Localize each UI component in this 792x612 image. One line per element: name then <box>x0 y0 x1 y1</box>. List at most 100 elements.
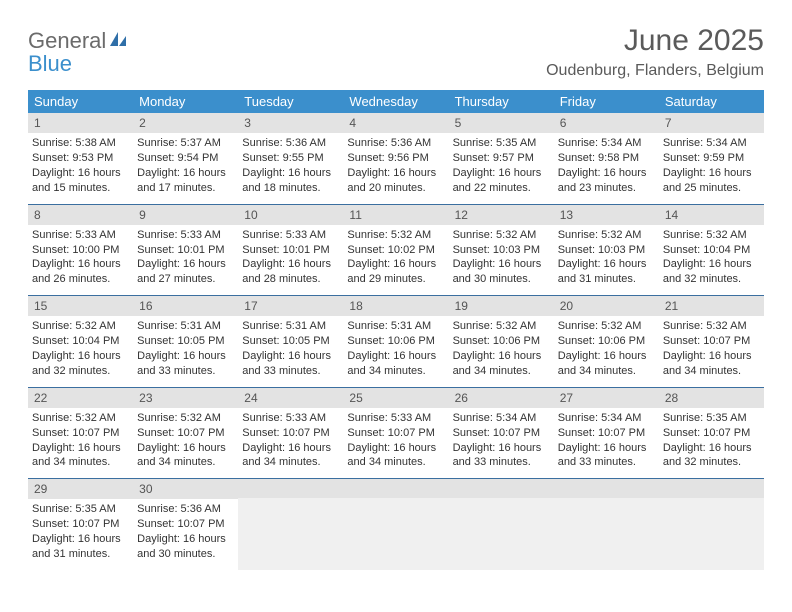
day-line-d1: Daylight: 16 hours <box>347 441 444 456</box>
day-cell: 13Sunrise: 5:32 AMSunset: 10:03 PMDaylig… <box>554 205 659 296</box>
day-line-ss: Sunset: 10:06 PM <box>453 334 550 349</box>
day-line-ss: Sunset: 9:58 PM <box>558 151 655 166</box>
day-cell: 16Sunrise: 5:31 AMSunset: 10:05 PMDaylig… <box>133 296 238 387</box>
dow-cell: Sunday <box>28 90 133 113</box>
day-line-d2: and 20 minutes. <box>347 181 444 196</box>
day-body: Sunrise: 5:35 AMSunset: 9:57 PMDaylight:… <box>449 133 554 203</box>
day-line-ss: Sunset: 10:03 PM <box>558 243 655 258</box>
day-line-d1: Daylight: 16 hours <box>558 441 655 456</box>
empty-cell <box>554 479 659 570</box>
day-line-ss: Sunset: 10:07 PM <box>137 517 234 532</box>
day-line-d1: Daylight: 16 hours <box>137 257 234 272</box>
day-line-ss: Sunset: 10:07 PM <box>663 426 760 441</box>
day-cell: 1Sunrise: 5:38 AMSunset: 9:53 PMDaylight… <box>28 113 133 204</box>
day-line-ss: Sunset: 10:07 PM <box>137 426 234 441</box>
day-number: 1 <box>28 113 133 133</box>
day-line-sr: Sunrise: 5:32 AM <box>32 319 129 334</box>
day-line-d2: and 32 minutes. <box>663 272 760 287</box>
day-body: Sunrise: 5:33 AMSunset: 10:01 PMDaylight… <box>133 225 238 295</box>
day-body: Sunrise: 5:32 AMSunset: 10:07 PMDaylight… <box>28 408 133 478</box>
day-line-sr: Sunrise: 5:33 AM <box>242 228 339 243</box>
day-line-d2: and 33 minutes. <box>453 455 550 470</box>
day-line-ss: Sunset: 10:07 PM <box>32 517 129 532</box>
day-body: Sunrise: 5:32 AMSunset: 10:02 PMDaylight… <box>343 225 448 295</box>
day-cell: 24Sunrise: 5:33 AMSunset: 10:07 PMDaylig… <box>238 388 343 479</box>
day-line-ss: Sunset: 10:00 PM <box>32 243 129 258</box>
day-line-sr: Sunrise: 5:32 AM <box>663 319 760 334</box>
day-cell: 4Sunrise: 5:36 AMSunset: 9:56 PMDaylight… <box>343 113 448 204</box>
day-number: 24 <box>238 388 343 408</box>
day-line-sr: Sunrise: 5:32 AM <box>453 319 550 334</box>
day-line-sr: Sunrise: 5:34 AM <box>453 411 550 426</box>
day-body: Sunrise: 5:36 AMSunset: 9:55 PMDaylight:… <box>238 133 343 203</box>
day-number: 7 <box>659 113 764 133</box>
page-title: June 2025 <box>546 24 764 58</box>
day-cell: 5Sunrise: 5:35 AMSunset: 9:57 PMDaylight… <box>449 113 554 204</box>
day-line-sr: Sunrise: 5:32 AM <box>558 228 655 243</box>
day-body: Sunrise: 5:33 AMSunset: 10:07 PMDaylight… <box>238 408 343 478</box>
day-line-ss: Sunset: 9:53 PM <box>32 151 129 166</box>
day-line-d2: and 26 minutes. <box>32 272 129 287</box>
day-cell: 26Sunrise: 5:34 AMSunset: 10:07 PMDaylig… <box>449 388 554 479</box>
day-body: Sunrise: 5:32 AMSunset: 10:07 PMDaylight… <box>133 408 238 478</box>
day-cell: 3Sunrise: 5:36 AMSunset: 9:55 PMDaylight… <box>238 113 343 204</box>
day-line-sr: Sunrise: 5:36 AM <box>242 136 339 151</box>
day-line-sr: Sunrise: 5:36 AM <box>137 502 234 517</box>
day-line-ss: Sunset: 10:01 PM <box>137 243 234 258</box>
day-body: Sunrise: 5:31 AMSunset: 10:06 PMDaylight… <box>343 316 448 386</box>
dow-header-row: SundayMondayTuesdayWednesdayThursdayFrid… <box>28 90 764 113</box>
day-cell: 23Sunrise: 5:32 AMSunset: 10:07 PMDaylig… <box>133 388 238 479</box>
day-body: Sunrise: 5:33 AMSunset: 10:01 PMDaylight… <box>238 225 343 295</box>
day-cell: 8Sunrise: 5:33 AMSunset: 10:00 PMDayligh… <box>28 205 133 296</box>
day-line-d2: and 30 minutes. <box>137 547 234 562</box>
day-line-d2: and 15 minutes. <box>32 181 129 196</box>
day-body: Sunrise: 5:33 AMSunset: 10:00 PMDaylight… <box>28 225 133 295</box>
day-number: 29 <box>28 479 133 499</box>
day-number: 23 <box>133 388 238 408</box>
day-line-sr: Sunrise: 5:33 AM <box>137 228 234 243</box>
day-body: Sunrise: 5:32 AMSunset: 10:07 PMDaylight… <box>659 316 764 386</box>
day-line-sr: Sunrise: 5:31 AM <box>347 319 444 334</box>
day-cell: 14Sunrise: 5:32 AMSunset: 10:04 PMDaylig… <box>659 205 764 296</box>
day-cell: 27Sunrise: 5:34 AMSunset: 10:07 PMDaylig… <box>554 388 659 479</box>
day-body: Sunrise: 5:32 AMSunset: 10:04 PMDaylight… <box>659 225 764 295</box>
day-line-sr: Sunrise: 5:33 AM <box>32 228 129 243</box>
day-line-ss: Sunset: 10:07 PM <box>242 426 339 441</box>
empty-cell <box>343 479 448 570</box>
day-line-d2: and 29 minutes. <box>347 272 444 287</box>
day-number: 26 <box>449 388 554 408</box>
day-line-sr: Sunrise: 5:32 AM <box>453 228 550 243</box>
day-number: 15 <box>28 296 133 316</box>
day-line-ss: Sunset: 9:57 PM <box>453 151 550 166</box>
day-line-d2: and 31 minutes. <box>32 547 129 562</box>
day-number: 27 <box>554 388 659 408</box>
day-line-ss: Sunset: 10:07 PM <box>558 426 655 441</box>
day-line-d2: and 22 minutes. <box>453 181 550 196</box>
day-line-d1: Daylight: 16 hours <box>663 441 760 456</box>
day-line-sr: Sunrise: 5:32 AM <box>32 411 129 426</box>
day-cell: 21Sunrise: 5:32 AMSunset: 10:07 PMDaylig… <box>659 296 764 387</box>
day-line-d2: and 27 minutes. <box>137 272 234 287</box>
day-line-sr: Sunrise: 5:35 AM <box>453 136 550 151</box>
day-line-d1: Daylight: 16 hours <box>558 166 655 181</box>
dow-cell: Thursday <box>449 90 554 113</box>
day-body: Sunrise: 5:34 AMSunset: 10:07 PMDaylight… <box>554 408 659 478</box>
day-cell: 17Sunrise: 5:31 AMSunset: 10:05 PMDaylig… <box>238 296 343 387</box>
day-line-d1: Daylight: 16 hours <box>32 349 129 364</box>
day-cell: 9Sunrise: 5:33 AMSunset: 10:01 PMDayligh… <box>133 205 238 296</box>
dow-cell: Monday <box>133 90 238 113</box>
day-line-sr: Sunrise: 5:32 AM <box>137 411 234 426</box>
day-line-d1: Daylight: 16 hours <box>453 166 550 181</box>
empty-cell <box>238 479 343 570</box>
day-number: 16 <box>133 296 238 316</box>
day-number: 2 <box>133 113 238 133</box>
day-cell: 2Sunrise: 5:37 AMSunset: 9:54 PMDaylight… <box>133 113 238 204</box>
day-cell: 6Sunrise: 5:34 AMSunset: 9:58 PMDaylight… <box>554 113 659 204</box>
day-line-sr: Sunrise: 5:33 AM <box>347 411 444 426</box>
day-cell: 10Sunrise: 5:33 AMSunset: 10:01 PMDaylig… <box>238 205 343 296</box>
weeks-container: 1Sunrise: 5:38 AMSunset: 9:53 PMDaylight… <box>28 113 764 570</box>
day-line-ss: Sunset: 10:07 PM <box>663 334 760 349</box>
day-cell: 19Sunrise: 5:32 AMSunset: 10:06 PMDaylig… <box>449 296 554 387</box>
day-body: Sunrise: 5:34 AMSunset: 9:59 PMDaylight:… <box>659 133 764 203</box>
day-line-ss: Sunset: 10:07 PM <box>347 426 444 441</box>
